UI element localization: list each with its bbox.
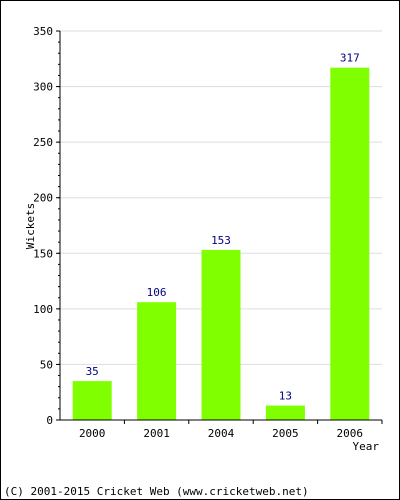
copyright-footer: (C) 2001-2015 Cricket Web (www.cricketwe… — [4, 485, 309, 498]
data-label: 153 — [211, 234, 231, 247]
y-tick-label: 250 — [33, 136, 53, 149]
y-tick-label: 100 — [33, 303, 53, 316]
x-tick-label: 2005 — [272, 427, 299, 440]
data-label: 317 — [340, 52, 360, 65]
data-labels: 35 106 153 13 317 — [86, 52, 360, 403]
y-tick-label: 350 — [33, 25, 53, 38]
axes — [56, 30, 383, 424]
bar — [201, 249, 241, 420]
bar — [137, 302, 177, 420]
y-tick-label: 0 — [46, 414, 53, 427]
y-tick-label: 300 — [33, 81, 53, 94]
data-label: 35 — [86, 365, 99, 378]
bar — [72, 381, 112, 420]
x-tick-labels: 2000 2001 2004 2005 2006 — [79, 427, 363, 440]
y-axis-label: Wickets — [24, 203, 37, 249]
bar — [265, 405, 305, 420]
y-tick-label: 200 — [33, 192, 53, 205]
data-label: 13 — [279, 390, 292, 403]
data-label: 106 — [147, 286, 167, 299]
y-tick-labels: 0 50 100 150 200 250 300 350 — [33, 25, 53, 427]
y-tick-label: 150 — [33, 247, 53, 260]
y-tick-label: 50 — [40, 358, 53, 371]
bars — [72, 67, 370, 421]
x-tick-label: 2004 — [208, 427, 235, 440]
x-tick-label: 2001 — [143, 427, 170, 440]
x-tick-label: 2000 — [79, 427, 106, 440]
x-axis-label: Year — [353, 440, 380, 453]
bar — [330, 67, 370, 421]
grid-lines — [60, 30, 382, 365]
x-tick-label: 2006 — [337, 427, 364, 440]
